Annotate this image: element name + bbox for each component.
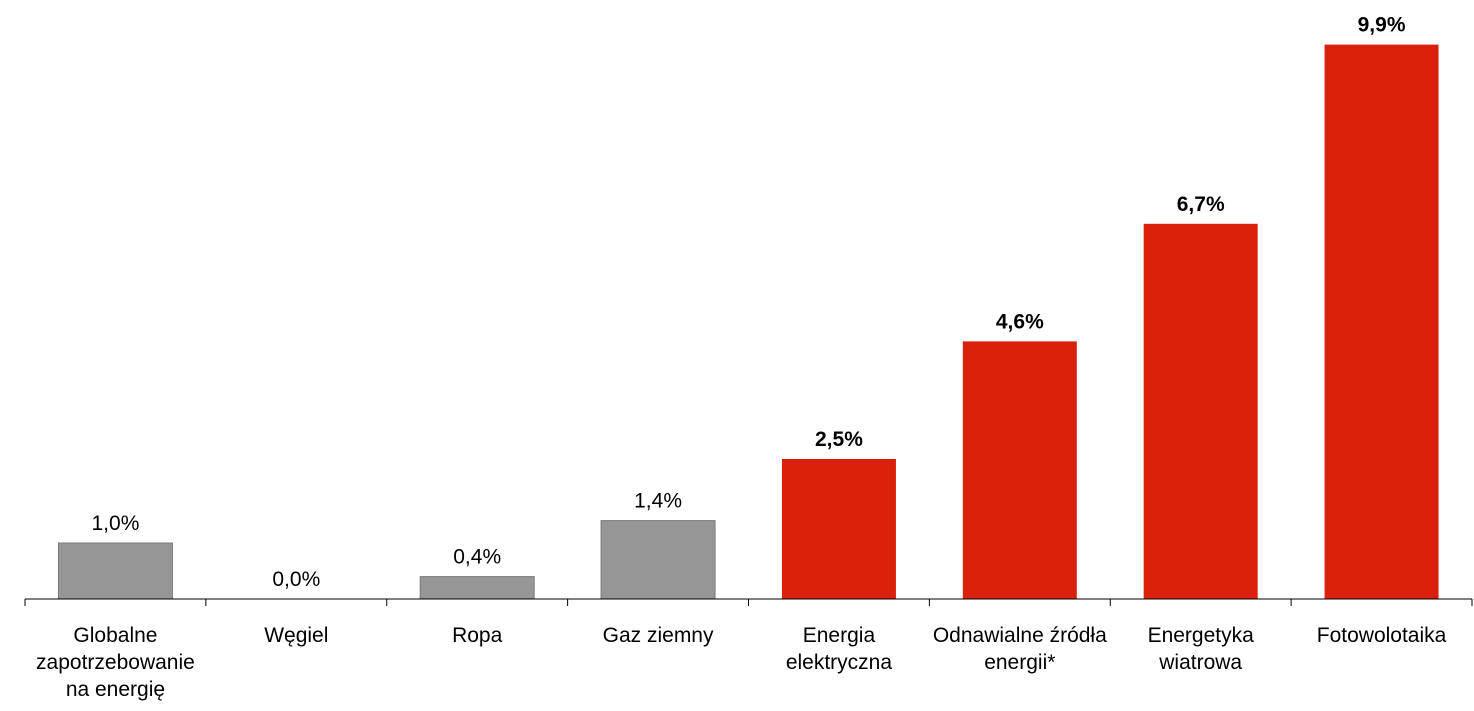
bar [781, 459, 896, 599]
bar [57, 542, 173, 600]
value-label: 0,0% [272, 568, 320, 591]
value-label: 4,6% [996, 310, 1044, 333]
value-label: 9,9% [1358, 14, 1406, 37]
bar [962, 341, 1077, 599]
value-label: 6,7% [1177, 193, 1225, 216]
x-tick-label: Odnawialne źródła energii* [932, 624, 1107, 674]
value-label: 2,5% [815, 428, 863, 451]
bar [1143, 223, 1258, 600]
x-tick-label: Węgiel [264, 624, 329, 647]
bar [1324, 44, 1439, 600]
bar [600, 520, 716, 600]
x-tick-label: Ropa [452, 624, 503, 647]
value-label: 1,4% [634, 490, 682, 513]
x-tick-label: Fotowolotaika [1316, 624, 1447, 647]
x-tick-label: Energetyka wiatrowa [1147, 624, 1254, 674]
value-label: 0,4% [453, 546, 501, 569]
bar [419, 576, 535, 600]
value-label: 1,0% [92, 512, 140, 535]
x-tick-label: Globalne zapotrzebowanie na energię [36, 624, 195, 701]
x-tick-label: Energia elektryczna [785, 624, 893, 674]
x-tick-label: Gaz ziemny [602, 624, 714, 647]
